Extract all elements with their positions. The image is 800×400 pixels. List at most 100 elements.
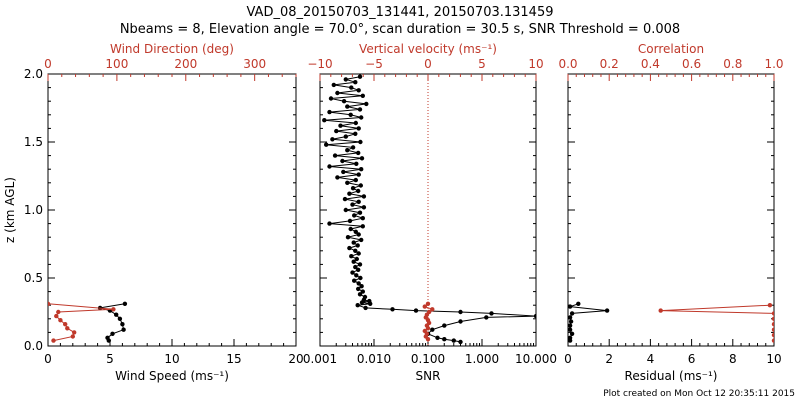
x-bottom-tick-label: 0 bbox=[44, 352, 52, 366]
data-point-snr-bottom bbox=[360, 224, 365, 229]
series-residual-top bbox=[658, 303, 774, 343]
data-point-residual-bottom bbox=[568, 338, 573, 343]
data-point-snr-bottom bbox=[340, 158, 345, 164]
data-point-snr-bottom bbox=[332, 153, 338, 158]
data-point-snr-bottom bbox=[354, 273, 359, 278]
data-point-snr-bottom bbox=[351, 240, 356, 245]
data-point-wind-bottom bbox=[120, 322, 125, 327]
figure-title-line1: VAD_08_20150703_131441, 20150703.131459 bbox=[247, 5, 554, 20]
data-point-snr-bottom bbox=[356, 199, 361, 204]
data-point-wind-top bbox=[56, 309, 61, 315]
plot-frame-wind bbox=[47, 73, 297, 347]
x-top-tick-label: −10 bbox=[307, 57, 332, 71]
data-point-snr-bottom bbox=[349, 254, 354, 259]
plot-created-stamp: Plot created on Mon Oct 12 20:35:11 2015 bbox=[603, 389, 795, 399]
data-point-snr-bottom bbox=[354, 256, 359, 262]
data-point-snr-bottom bbox=[356, 188, 361, 194]
data-point-residual-bottom bbox=[568, 319, 574, 324]
series-line-residual-top bbox=[660, 304, 774, 341]
x-top-tick-label: 0.4 bbox=[641, 57, 660, 71]
x-bottom-tick-label: 0 bbox=[564, 352, 572, 366]
data-point-snr-bottom bbox=[350, 270, 355, 275]
data-point-snr-bottom bbox=[357, 210, 363, 215]
x-bottom-tick-label: 8 bbox=[729, 352, 737, 366]
data-point-snr-bottom bbox=[359, 115, 364, 120]
data-point-residual-bottom bbox=[569, 331, 575, 336]
x-bottom-axis-label: SNR bbox=[416, 369, 441, 383]
data-point-snr-bottom bbox=[342, 196, 348, 202]
x-top-tick-label: 300 bbox=[243, 57, 266, 71]
data-point-snr-bottom bbox=[353, 177, 358, 183]
x-top-axis-label: Vertical velocity (ms⁻¹) bbox=[359, 42, 497, 56]
x-bottom-tick-label: 6 bbox=[688, 352, 696, 366]
data-point-wind-bottom bbox=[122, 301, 128, 306]
x-top-tick-label: 100 bbox=[105, 57, 128, 71]
data-point-residual-top bbox=[771, 311, 774, 316]
x-bottom-tick-label: 0.100 bbox=[411, 352, 445, 366]
data-point-snr-bottom bbox=[354, 161, 359, 166]
data-point-snr-bottom bbox=[356, 286, 361, 292]
data-point-residual-bottom bbox=[576, 301, 581, 306]
data-point-residual-top bbox=[771, 327, 774, 332]
data-point-snr-bottom bbox=[368, 301, 373, 306]
x-bottom-tick-label: 5 bbox=[106, 352, 114, 366]
x-bottom-tick-label: 4 bbox=[647, 352, 655, 366]
data-point-residual-bottom bbox=[569, 311, 575, 316]
data-point-snr-bottom bbox=[484, 315, 489, 320]
x-bottom-tick-label: 2 bbox=[605, 352, 613, 366]
data-point-snr-bottom bbox=[356, 251, 361, 256]
panel-snr: 0.001 0.010 0.100 1.000 10.000 SNR −10 −5 0 5 10 Ve… bbox=[303, 42, 557, 383]
data-point-snr-top bbox=[425, 326, 431, 331]
x-bottom-tick-label: 10 bbox=[164, 352, 179, 366]
data-point-snr-bottom bbox=[343, 207, 348, 213]
data-point-snr-bottom bbox=[390, 307, 395, 312]
data-point-wind-top bbox=[48, 301, 51, 306]
data-point-snr-bottom bbox=[343, 134, 348, 139]
x-bottom-tick-label: 20 bbox=[288, 352, 303, 366]
y-tick-label: 0.5 bbox=[24, 271, 43, 285]
x-bottom-tick-label: 15 bbox=[226, 352, 241, 366]
data-point-snr-bottom bbox=[353, 264, 358, 270]
data-point-snr-bottom bbox=[341, 99, 347, 104]
data-point-snr-bottom bbox=[338, 123, 343, 128]
data-point-wind-bottom bbox=[110, 331, 115, 336]
data-point-snr-bottom bbox=[435, 335, 440, 340]
series-snr-top bbox=[422, 301, 435, 342]
y-tick-label: 1.5 bbox=[24, 135, 43, 149]
data-point-wind-top bbox=[72, 330, 77, 335]
data-point-snr-bottom bbox=[330, 137, 335, 142]
data-point-wind-top bbox=[70, 334, 76, 339]
data-point-snr-bottom bbox=[359, 237, 364, 243]
data-point-snr-bottom bbox=[345, 104, 350, 109]
data-point-snr-top bbox=[425, 301, 431, 306]
data-point-snr-bottom bbox=[331, 82, 336, 88]
y-axis-label: z (km AGL) bbox=[3, 177, 17, 243]
data-point-snr-bottom bbox=[335, 175, 340, 180]
panel-residual: 0 2 4 6 8 10 Residual (ms⁻¹) 0.0 0.2 0.4 0.6 0.8 1.0… bbox=[558, 42, 783, 383]
data-point-wind-bottom bbox=[121, 327, 126, 332]
data-point-snr-bottom bbox=[350, 145, 356, 150]
data-point-snr-bottom bbox=[345, 148, 350, 153]
data-point-wind-bottom bbox=[114, 312, 119, 317]
data-point-snr-bottom bbox=[358, 139, 363, 145]
data-point-residual-top bbox=[771, 316, 774, 321]
x-top-tick-label: 0.8 bbox=[723, 57, 742, 71]
data-point-snr-bottom bbox=[353, 131, 358, 136]
data-point-snr-bottom bbox=[356, 126, 361, 131]
x-bottom-tick-label: 0.010 bbox=[357, 352, 391, 366]
data-point-wind-bottom bbox=[106, 338, 112, 343]
data-point-snr-bottom bbox=[458, 309, 463, 315]
data-point-snr-bottom bbox=[352, 278, 357, 283]
x-top-tick-label: 0 bbox=[44, 57, 52, 71]
data-point-snr-bottom bbox=[357, 107, 363, 112]
x-top-tick-label: 1.0 bbox=[764, 57, 783, 71]
data-point-wind-top bbox=[51, 338, 56, 343]
data-point-snr-bottom bbox=[351, 259, 356, 264]
data-point-residual-bottom bbox=[604, 308, 610, 313]
data-point-snr-bottom bbox=[324, 142, 329, 147]
data-point-snr-bottom bbox=[359, 300, 365, 305]
data-point-snr-bottom bbox=[335, 90, 340, 96]
data-point-snr-bottom bbox=[357, 262, 363, 267]
y-tick-label: 2.0 bbox=[24, 67, 43, 81]
